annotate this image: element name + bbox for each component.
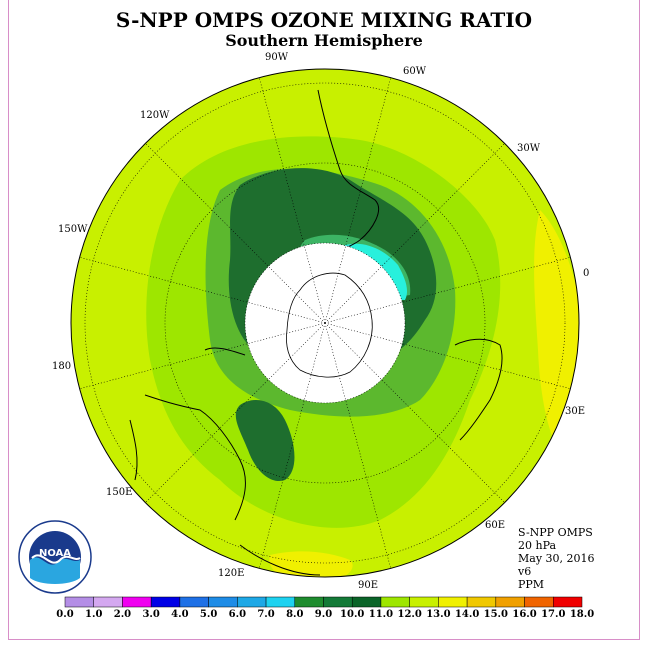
info-block: S-NPP OMPS 20 hPa May 30, 2016 v6 PPM	[518, 526, 595, 591]
info-instrument: S-NPP OMPS	[518, 526, 593, 539]
latitude-circle	[84, 82, 566, 564]
colorbar-tick-label: 11.0	[369, 609, 393, 620]
antarctica-outline	[286, 272, 373, 378]
lon-label-60w: 60W	[403, 66, 427, 77]
longitude-labels: 90W 60W 120W 30W 150W 0 180 30E 150E 60E…	[52, 52, 589, 591]
colorbar-swatch	[294, 596, 324, 608]
colorbar-swatch	[265, 596, 296, 608]
colorbar-swatch	[208, 596, 238, 608]
latitude-circle	[164, 162, 486, 484]
colorbar-tick-label: 8.0	[286, 609, 303, 620]
colorbar-swatch	[495, 596, 525, 608]
meridian-line	[79, 322, 326, 390]
info-level: 20 hPa	[518, 539, 557, 552]
map-border	[70, 68, 580, 578]
colorbar-tick-label: 16.0	[512, 609, 536, 620]
colorbar-tick-label: 6.0	[229, 609, 246, 620]
info-version: v6	[518, 565, 532, 578]
lon-label-150e: 150E	[106, 487, 132, 498]
colorbar-tick-label: 9.0	[315, 609, 332, 620]
colorbar-tick-label: 13.0	[426, 609, 450, 620]
colorbar-tick-label: 10.0	[340, 609, 364, 620]
colorbar-swatch	[323, 596, 353, 608]
colorbar-swatch	[93, 596, 123, 608]
info-units: PPM	[518, 578, 545, 591]
colorbar-swatch	[409, 596, 439, 608]
lon-label-90w: 90W	[265, 52, 289, 63]
colorbar-tick-label: 7.0	[257, 609, 274, 620]
latitude-circle	[244, 242, 406, 404]
map-title: S-NPP OMPS OZONE MIXING RATIO	[115, 8, 533, 32]
lon-label-30w: 30W	[517, 143, 541, 154]
colorbar-tick-label: 14.0	[455, 609, 479, 620]
map-subtitle: Southern Hemisphere	[225, 31, 423, 50]
colorbar-tick-label: 15.0	[484, 609, 508, 620]
colorbar-swatch	[237, 596, 267, 608]
colorbar-tick-label: 2.0	[114, 609, 131, 620]
colorbar-swatch	[179, 596, 209, 608]
coastlines	[129, 89, 503, 576]
colorbar-swatch	[122, 596, 152, 608]
meridian-line	[324, 322, 571, 390]
colorbar-swatch	[150, 596, 181, 608]
meridian-line	[324, 143, 505, 324]
meridian-line	[79, 256, 326, 324]
colorbar-swatch	[438, 596, 468, 608]
colorbar-swatch	[380, 596, 410, 608]
graticule	[79, 77, 571, 569]
lon-label-120w: 120W	[140, 110, 170, 121]
lon-label-180: 180	[52, 361, 71, 372]
lon-label-120e: 120E	[218, 568, 244, 579]
colorbar-swatch	[553, 596, 583, 608]
colorbar-tick-label: 4.0	[171, 609, 188, 620]
colorbar-swatch	[351, 596, 382, 608]
meridian-line	[258, 322, 326, 569]
meridian-line	[324, 77, 392, 324]
colorbar-tick-label: 18.0	[570, 609, 594, 620]
lon-label-90e: 90E	[358, 580, 378, 591]
colorbar-tick-label: 1.0	[85, 609, 102, 620]
meridian-line	[145, 322, 326, 503]
colorbar-tick-label: 17.0	[541, 609, 565, 620]
colorbar: 0.0 1.0 2.0 3.0 4.0 5.0 6.0 7.0 8.0 9.0 10.0 11.0 12…	[56, 596, 594, 620]
colorbar-swatch	[466, 596, 497, 608]
lon-label-60e: 60E	[485, 520, 505, 531]
figure-frame	[8, 0, 640, 640]
meridian-line	[145, 143, 326, 324]
colorbar-swatch	[64, 596, 94, 608]
meridian-line	[258, 77, 326, 324]
meridian-line	[324, 322, 505, 503]
info-date: May 30, 2016	[518, 552, 595, 565]
noaa-logo-text: NOAA	[39, 548, 71, 559]
lon-label-150w: 150W	[58, 224, 88, 235]
ozone-level-8-9	[235, 400, 295, 481]
noaa-logo: NOAA	[18, 520, 92, 594]
colorbar-tick-label: 3.0	[142, 609, 159, 620]
colorbar-tick-label: 5.0	[200, 609, 217, 620]
meridian-line	[324, 322, 392, 569]
meridian-line	[324, 256, 571, 324]
lon-label-0: 0	[583, 268, 589, 279]
lon-label-30e: 30E	[565, 406, 585, 417]
colorbar-tick-label: 0.0	[56, 609, 73, 620]
colorbar-tick-label: 12.0	[397, 609, 421, 620]
colorbar-swatch	[524, 596, 554, 608]
